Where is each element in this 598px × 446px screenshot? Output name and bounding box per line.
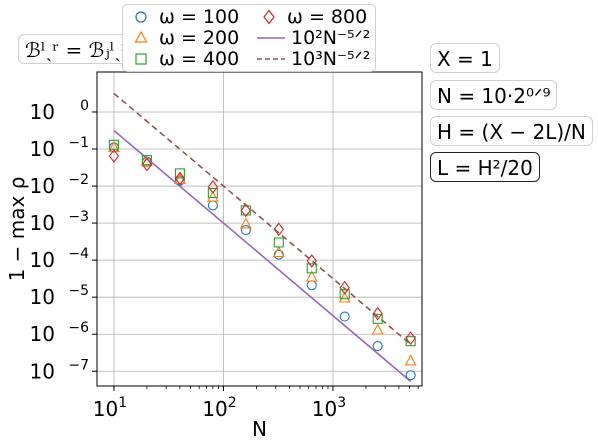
marker-triangle [404, 354, 417, 366]
axis-ticks: 101 102 103 10 0 10 −1 10 −2 10 −3 10 −4 10 −5 10 −6 10 −7 [30, 98, 419, 421]
marker-square [240, 205, 251, 216]
x-tick-label: 102 [202, 395, 236, 421]
legend-label-w100: ω = 100 [159, 6, 240, 28]
y-tick-label: 10 [30, 359, 55, 383]
marker-diamond [174, 171, 186, 186]
legend-label-w800: ω = 800 [287, 6, 368, 28]
marker-square [339, 289, 350, 300]
marker-circle [405, 370, 416, 381]
legend-label-line1: 10²N⁻⁵ᐟ² [291, 27, 371, 49]
y-tick-exponent: −7 [68, 357, 89, 373]
y-tick-exponent: −2 [68, 172, 89, 188]
marker-diamond [273, 222, 284, 237]
marker-diamond [141, 157, 153, 172]
h-definition: H = (X − 2L)/N [430, 116, 593, 146]
l-definition-text: L = H²/20 [437, 156, 533, 180]
boundary-condition-label: ℬˡˏʳ = ℬⱼˡˏʳ [18, 34, 136, 64]
marker-triangle [371, 323, 384, 335]
x-tick-exponent: 3 [337, 395, 346, 411]
marker-square [306, 263, 317, 274]
y-tick-exponent: −1 [68, 135, 89, 151]
y-tick-exponent: 0 [80, 98, 89, 114]
square-marker-icon [135, 53, 147, 65]
y-axis-label: 1 − max ρ [5, 177, 29, 282]
marker-circle [273, 249, 284, 260]
y-tick-label: 10 [30, 174, 55, 198]
legend-label-line2: 10³N⁻⁵ᐟ² [291, 48, 371, 70]
y-tick-exponent: −3 [68, 209, 89, 225]
y-tick-label: 10 [30, 322, 55, 346]
marker-square [174, 168, 185, 179]
marker-square [273, 237, 284, 248]
y-tick-exponent: −5 [68, 283, 89, 299]
marker-square [405, 336, 416, 347]
solid-line-icon [257, 37, 285, 39]
n-definition-text: N = 10·2⁰ᐟ⁹ [437, 84, 551, 108]
legend: ω = 100 ω = 200 ω = 400 ω = 800 10²N⁻⁵ᐟ²… [122, 4, 376, 72]
marker-triangle [338, 291, 351, 303]
marker-circle [306, 280, 317, 291]
marker-triangle [272, 245, 285, 258]
marker-triangle [239, 217, 252, 229]
marker-circle [372, 340, 383, 352]
y-tick-label: 10 [30, 285, 55, 309]
x-axis-label: N [252, 417, 267, 441]
marker-square [372, 313, 383, 324]
x-definition: X = 1 [430, 43, 500, 73]
data-markers [108, 139, 417, 381]
reference-lines [113, 92, 412, 382]
marker-diamond [240, 203, 252, 218]
y-tick-exponent: −6 [68, 320, 89, 336]
circle-marker-icon [135, 11, 147, 23]
y-tick-exponent: −4 [68, 246, 89, 262]
marker-triangle [108, 140, 120, 153]
diamond-marker-icon [263, 9, 275, 25]
marker-circle [240, 224, 251, 236]
marker-diamond [339, 280, 350, 295]
n-definition: N = 10·2⁰ᐟ⁹ [430, 80, 558, 110]
x-tick-label: 101 [93, 395, 127, 421]
marker-diamond [306, 254, 317, 268]
marker-diamond [108, 149, 120, 163]
x-definition-text: X = 1 [437, 47, 493, 71]
marker-triangle [173, 172, 186, 185]
y-tick-label: 10 [30, 248, 55, 272]
boundary-condition-text: ℬˡˏʳ = ℬⱼˡˏʳ [25, 38, 129, 62]
reference-line [113, 92, 412, 345]
marker-diamond [207, 179, 219, 194]
marker-square [207, 187, 218, 199]
marker-circle [339, 311, 350, 322]
plot-frame [96, 71, 423, 387]
dashed-line-icon [257, 58, 285, 60]
x-tick-exponent: 1 [118, 395, 127, 411]
triangle-marker-icon [134, 30, 148, 43]
marker-triangle [305, 270, 318, 282]
marker-circle [207, 200, 218, 211]
marker-square [141, 155, 152, 166]
marker-triangle [206, 190, 219, 202]
reference-line [113, 129, 412, 382]
h-definition-text: H = (X − 2L)/N [437, 120, 586, 144]
l-definition: L = H²/20 [430, 152, 540, 182]
x-tick-exponent: 2 [228, 395, 237, 411]
legend-label-w400: ω = 400 [159, 48, 240, 70]
legend-label-w200: ω = 200 [159, 27, 240, 49]
marker-diamond [372, 306, 383, 321]
grid [97, 72, 422, 386]
y-tick-label: 10 [30, 100, 55, 124]
y-tick-label: 10 [30, 137, 55, 161]
marker-diamond [405, 331, 416, 346]
x-tick-label: 103 [312, 395, 346, 421]
y-tick-label: 10 [30, 211, 55, 235]
